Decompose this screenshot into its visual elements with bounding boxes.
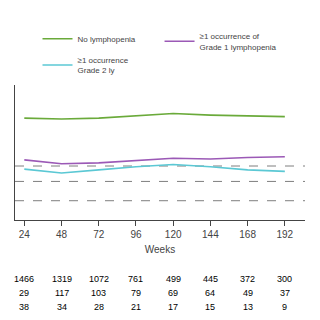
svg-text:499: 499 bbox=[166, 274, 181, 284]
svg-text:1319: 1319 bbox=[52, 274, 72, 284]
svg-text:372: 372 bbox=[240, 274, 255, 284]
svg-text:17: 17 bbox=[168, 302, 178, 312]
svg-text:300: 300 bbox=[277, 274, 292, 284]
svg-text:38: 38 bbox=[19, 302, 29, 312]
svg-text:1466: 1466 bbox=[14, 274, 34, 284]
svg-text:761: 761 bbox=[128, 274, 143, 284]
svg-text:24: 24 bbox=[19, 229, 31, 240]
svg-text:192: 192 bbox=[276, 229, 293, 240]
svg-text:No lymphopenia: No lymphopenia bbox=[78, 35, 136, 44]
svg-text:103: 103 bbox=[91, 288, 106, 298]
svg-text:9: 9 bbox=[282, 302, 287, 312]
svg-text:445: 445 bbox=[203, 274, 218, 284]
svg-text:117: 117 bbox=[55, 288, 69, 298]
svg-text:69: 69 bbox=[168, 288, 178, 298]
svg-text:79: 79 bbox=[131, 288, 141, 298]
svg-text:34: 34 bbox=[57, 302, 67, 312]
svg-text:29: 29 bbox=[19, 288, 29, 298]
svg-text:21: 21 bbox=[131, 302, 141, 312]
svg-text:Weeks: Weeks bbox=[145, 244, 175, 255]
svg-text:96: 96 bbox=[130, 229, 142, 240]
svg-text:13: 13 bbox=[243, 302, 253, 312]
svg-text:15: 15 bbox=[205, 302, 215, 312]
svg-text:≥1 occurrenceGrade 2 ly: ≥1 occurrenceGrade 2 ly bbox=[78, 56, 129, 75]
svg-text:144: 144 bbox=[202, 229, 219, 240]
svg-text:72: 72 bbox=[93, 229, 105, 240]
svg-text:168: 168 bbox=[239, 229, 256, 240]
svg-text:37: 37 bbox=[280, 288, 290, 298]
svg-text:48: 48 bbox=[56, 229, 68, 240]
svg-text:1072: 1072 bbox=[89, 274, 109, 284]
svg-text:28: 28 bbox=[94, 302, 104, 312]
svg-text:120: 120 bbox=[165, 229, 182, 240]
svg-text:49: 49 bbox=[243, 288, 253, 298]
svg-text:≥1 occurrence ofGrade 1 lympho: ≥1 occurrence ofGrade 1 lymphopenia bbox=[200, 32, 277, 51]
svg-text:64: 64 bbox=[205, 288, 215, 298]
